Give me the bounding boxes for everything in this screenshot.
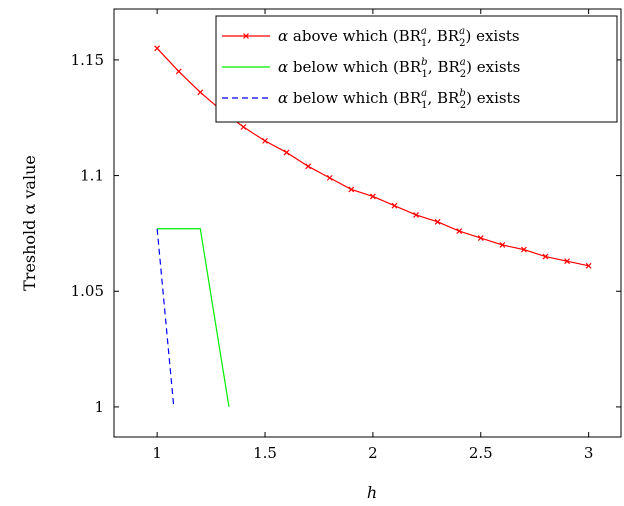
plot-area-frame [113, 8, 622, 438]
y-tick-label: 1.05 [71, 282, 104, 300]
data-point [585, 262, 592, 269]
data-point [154, 45, 161, 52]
ticks: 1 1.5 2 2.5 3 1 1.05 1.1 1.15 [71, 9, 621, 462]
series [154, 45, 592, 408]
series-line-3 [156, 228, 175, 407]
legend-entry-2: α below which (BRb 1, BRa 2) exists [222, 57, 520, 80]
data-point [175, 68, 182, 75]
data-point [477, 235, 484, 241]
x-tick-label: 1 [152, 444, 162, 462]
data-point [283, 149, 290, 156]
x-tick-label: 2.5 [469, 444, 493, 462]
legend-label: α above which (BRa 1, BRa 2) exists [278, 26, 520, 49]
legend-entry-3: α below which (BRa 1, BRb 2) exists [222, 88, 520, 111]
data-point [326, 174, 333, 181]
legend-label: α below which (BRa 1, BRb 2) exists [278, 88, 520, 111]
data-point [197, 89, 204, 96]
y-tick-label: 1 [94, 398, 104, 416]
data-point [456, 228, 463, 235]
x-tick-label: 3 [584, 444, 594, 462]
legend-box [215, 15, 618, 123]
data-point [369, 193, 376, 200]
x-tick-label: 1.5 [253, 444, 277, 462]
series-line-2 [157, 228, 230, 408]
x-axis-label: h [367, 483, 377, 502]
data-point [499, 242, 506, 248]
data-point [391, 202, 398, 209]
legend-label: α below which (BRb 1, BRa 2) exists [278, 57, 520, 80]
data-point [348, 186, 355, 193]
y-axis-label: Treshold α value [20, 155, 39, 291]
legend-entry-1: α above which (BRa 1, BRa 2) exists [222, 26, 520, 49]
legend: α above which (BRa 1, BRa 2) exists α below… [215, 15, 618, 123]
data-point [564, 258, 570, 265]
x-tick-label: 2 [368, 444, 378, 462]
data-point [542, 253, 549, 260]
data-point [413, 211, 419, 218]
y-tick-label: 1.1 [80, 167, 104, 185]
data-point [240, 124, 247, 130]
data-point [520, 246, 527, 253]
data-point [262, 137, 268, 144]
data-point [305, 163, 312, 170]
data-point [434, 218, 441, 225]
y-tick-label: 1.15 [71, 51, 104, 69]
